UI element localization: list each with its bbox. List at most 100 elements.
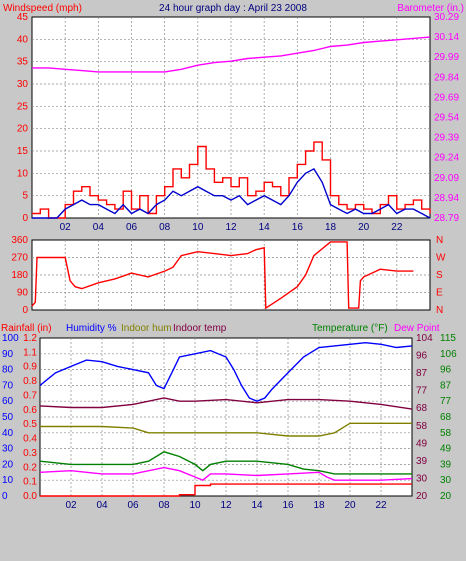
humidity-tick-label: 10 — [2, 475, 14, 486]
temperature-tick-label-b: 20 — [440, 491, 452, 502]
x-tick-label: 02 — [65, 500, 77, 511]
wind-plot-ticks: 45 40 35 30 25 20 15 10 5 0 30.29 30.14 29.99 29.84 29… — [17, 12, 460, 233]
x-tick-label: 04 — [93, 222, 105, 233]
x-tick-label: 08 — [159, 222, 171, 233]
x-tick-label: 20 — [344, 500, 356, 511]
temperature-tick-label-b: 68 — [440, 412, 452, 423]
temperature-axis-label: Temperature (°F) — [312, 323, 388, 334]
rainfall-tick-label: 0.9 — [23, 362, 37, 373]
barometer-tick-label: 29.39 — [434, 133, 459, 144]
barometer-line — [32, 36, 431, 73]
x-tick-label: 16 — [282, 500, 294, 511]
graph-title: 24 hour graph day : April 23 2008 — [159, 3, 307, 14]
temperature-tick-label-b: 58 — [440, 428, 452, 439]
temperature-tick-label-a: 77 — [416, 386, 428, 397]
x-tick-label: 12 — [220, 500, 232, 511]
barometer-tick-label: 30.29 — [434, 12, 459, 23]
rainfall-tick-label: 0.0 — [23, 491, 37, 502]
windspeed-tick-label: 15 — [17, 146, 29, 157]
barometer-tick-label: 29.24 — [434, 153, 459, 164]
direction-plot-lines — [31, 241, 414, 310]
barometer-tick-label: 29.69 — [434, 92, 459, 103]
temperature-tick-label-b: 87 — [440, 380, 452, 391]
x-tick-label: 08 — [158, 500, 170, 511]
barometer-tick-label: 28.94 — [434, 193, 459, 204]
barometer-axis-label: Barometer (in.) — [397, 3, 464, 14]
humidity-axis-label: Humidity % — [66, 323, 117, 334]
humidity-tick-label: 30 — [2, 444, 14, 455]
barometer-tick-label: 28.79 — [434, 213, 459, 224]
rainfall-tick-label: 0.3 — [23, 448, 37, 459]
x-tick-label: 10 — [189, 500, 201, 511]
direction-tick-label: 360 — [11, 235, 28, 246]
windspeed-tick-label: 20 — [17, 124, 29, 135]
barometer-tick-label: 29.84 — [434, 72, 459, 83]
x-tick-label: 18 — [325, 222, 337, 233]
humidity-line — [39, 341, 413, 402]
rainfall-tick-label: 1.2 — [23, 333, 37, 344]
windavg-line — [32, 167, 431, 219]
indoor-temp-label: Indoor temp — [173, 323, 227, 334]
x-tick-label: 22 — [391, 222, 403, 233]
indoor_temp-line — [39, 397, 413, 410]
humidity-tick-label: 100 — [2, 333, 19, 344]
x-tick-label: 04 — [96, 500, 108, 511]
wind-direction-plot — [31, 239, 431, 311]
humidity-tick-label: 20 — [2, 459, 14, 470]
windspeed-tick-label: 35 — [17, 57, 29, 68]
windspeed-tick-label: 10 — [17, 168, 29, 179]
temperature-tick-label-b: 30 — [440, 475, 452, 486]
temp-plot-ticks: 10090807060504030201001.21.10.90.80.70.6… — [2, 333, 457, 511]
rainfall-tick-label: 1.1 — [23, 347, 37, 358]
x-tick-label: 06 — [126, 222, 138, 233]
windspeed-line — [32, 141, 431, 219]
temperature-tick-label-a: 49 — [416, 438, 428, 449]
barometer-tick-label: 29.54 — [434, 113, 459, 124]
humidity-tick-label: 60 — [2, 396, 14, 407]
temperature-tick-label-a: 30 — [416, 473, 428, 484]
x-tick-label: 12 — [225, 222, 237, 233]
windspeed-tick-label: 40 — [17, 34, 29, 45]
humidity-tick-label: 80 — [2, 365, 14, 376]
rainfall-tick-label: 0.6 — [23, 405, 37, 416]
temperature-tick-label-b: 96 — [440, 365, 452, 376]
temperature-tick-label-a: 58 — [416, 421, 428, 432]
rainfall-tick-label: 0.7 — [23, 390, 37, 401]
direction-tick-label: 90 — [17, 288, 29, 299]
x-tick-label: 16 — [292, 222, 304, 233]
indoor_hum-line — [40, 422, 412, 437]
temperature-tick-label-b: 115 — [440, 333, 456, 344]
compass-tick-label: N — [436, 305, 443, 316]
compass-tick-label: E — [436, 288, 443, 299]
humidity-tick-label: 90 — [2, 349, 14, 360]
direction-line — [31, 241, 414, 310]
x-tick-label: 20 — [358, 222, 370, 233]
x-tick-label: 06 — [127, 500, 139, 511]
humidity-tick-label: 0 — [2, 491, 8, 502]
direction-tick-label: 0 — [22, 305, 28, 316]
rainfall-line — [40, 483, 412, 497]
temperature-tick-label-a: 20 — [416, 491, 428, 502]
wind-plot-grid — [32, 17, 430, 218]
dew_point-line — [39, 466, 413, 482]
rainfall-tick-label: 0.2 — [23, 462, 37, 473]
windspeed-tick-label: 5 — [22, 191, 28, 202]
barometer-tick-label: 30.14 — [434, 32, 459, 43]
x-tick-label: 22 — [375, 500, 387, 511]
humidity-tick-label: 50 — [2, 412, 14, 423]
direction-tick-label: 180 — [11, 270, 28, 281]
temperature-tick-label-b: 39 — [440, 459, 452, 470]
barometer-tick-label: 29.99 — [434, 52, 459, 63]
temperature-tick-label-a: 68 — [416, 403, 428, 414]
compass-tick-label: N — [436, 235, 443, 246]
x-tick-label: 02 — [60, 222, 72, 233]
x-tick-label: 10 — [192, 222, 204, 233]
windspeed-axis-label: Windspeed (mph) — [3, 3, 82, 14]
barometer-tick-label: 29.09 — [434, 173, 459, 184]
rainfall-tick-label: 0.1 — [23, 477, 37, 488]
compass-tick-label: W — [436, 253, 446, 264]
windspeed-tick-label: 0 — [22, 213, 28, 224]
compass-tick-label: S — [436, 270, 443, 281]
rainfall-tick-label: 0.4 — [23, 434, 37, 445]
